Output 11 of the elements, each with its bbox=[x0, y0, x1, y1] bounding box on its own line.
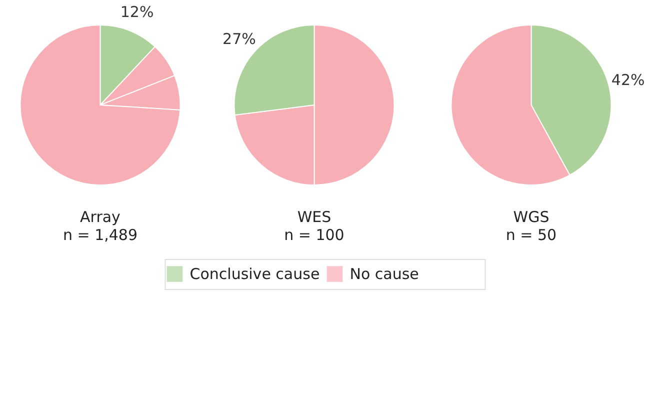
text: n = 50 bbox=[506, 226, 557, 244]
legend-label: Conclusive cause bbox=[190, 265, 320, 283]
text: WES bbox=[297, 208, 332, 226]
text: n = 1,489 bbox=[62, 226, 138, 244]
text: Array bbox=[80, 208, 121, 226]
legend-label: No cause bbox=[350, 265, 419, 283]
text: n = 100 bbox=[284, 226, 344, 244]
data-label: 12% bbox=[120, 3, 154, 22]
data-label: 27% bbox=[222, 30, 256, 48]
data-label: 42% bbox=[611, 71, 645, 90]
text: WGS bbox=[513, 208, 550, 226]
